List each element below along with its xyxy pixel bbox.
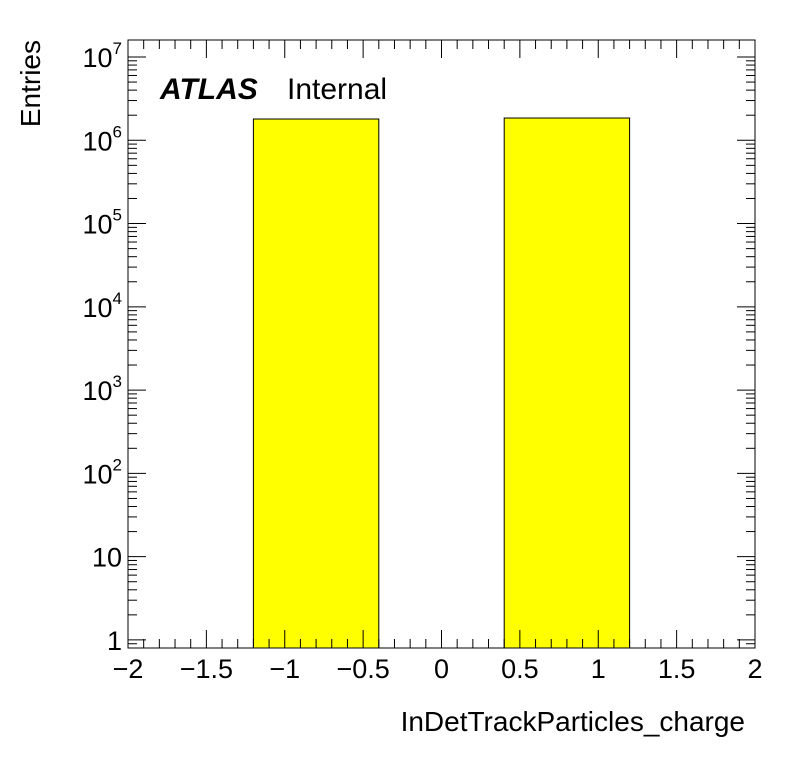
histogram-bar xyxy=(252,118,380,649)
x-tick-label: 1.5 xyxy=(658,654,696,684)
y-tick-labels: 1 10 102 103 104 105 106 107 xyxy=(82,39,122,656)
y-tick-label: 104 xyxy=(82,289,122,323)
y-tick-label: 107 xyxy=(82,39,122,73)
x-tick-label: −1 xyxy=(269,654,300,684)
y-tick-label: 106 xyxy=(82,122,122,156)
histogram-bar xyxy=(503,117,631,649)
x-tick-label: 0.5 xyxy=(501,654,539,684)
x-tick-label: −1.5 xyxy=(180,654,233,684)
axis-ticks xyxy=(127,40,756,649)
y-tick-label: 103 xyxy=(82,372,122,406)
y-tick-label: 105 xyxy=(82,206,122,240)
y-tick-label: 1 xyxy=(107,626,122,656)
x-tick-label: 2 xyxy=(747,654,762,684)
y-tick-label: 10 xyxy=(92,543,122,573)
x-axis-title: InDetTrackParticles_charge xyxy=(401,706,745,737)
x-tick-labels: −2 −1.5 −1 −0.5 0 0.5 1 1.5 2 xyxy=(113,654,763,684)
x-tick-label: −2 xyxy=(113,654,144,684)
atlas-label: ATLAS xyxy=(159,73,258,106)
x-tick-label: −0.5 xyxy=(336,654,389,684)
y-tick-label: 102 xyxy=(82,455,122,489)
x-tick-label: 1 xyxy=(591,654,606,684)
x-tick-label: 0 xyxy=(434,654,449,684)
histogram-bars xyxy=(252,117,631,649)
plot-frame xyxy=(127,39,756,649)
internal-label: Internal xyxy=(287,73,387,106)
plot-background xyxy=(128,40,755,648)
y-axis-title: Entries xyxy=(15,40,46,127)
